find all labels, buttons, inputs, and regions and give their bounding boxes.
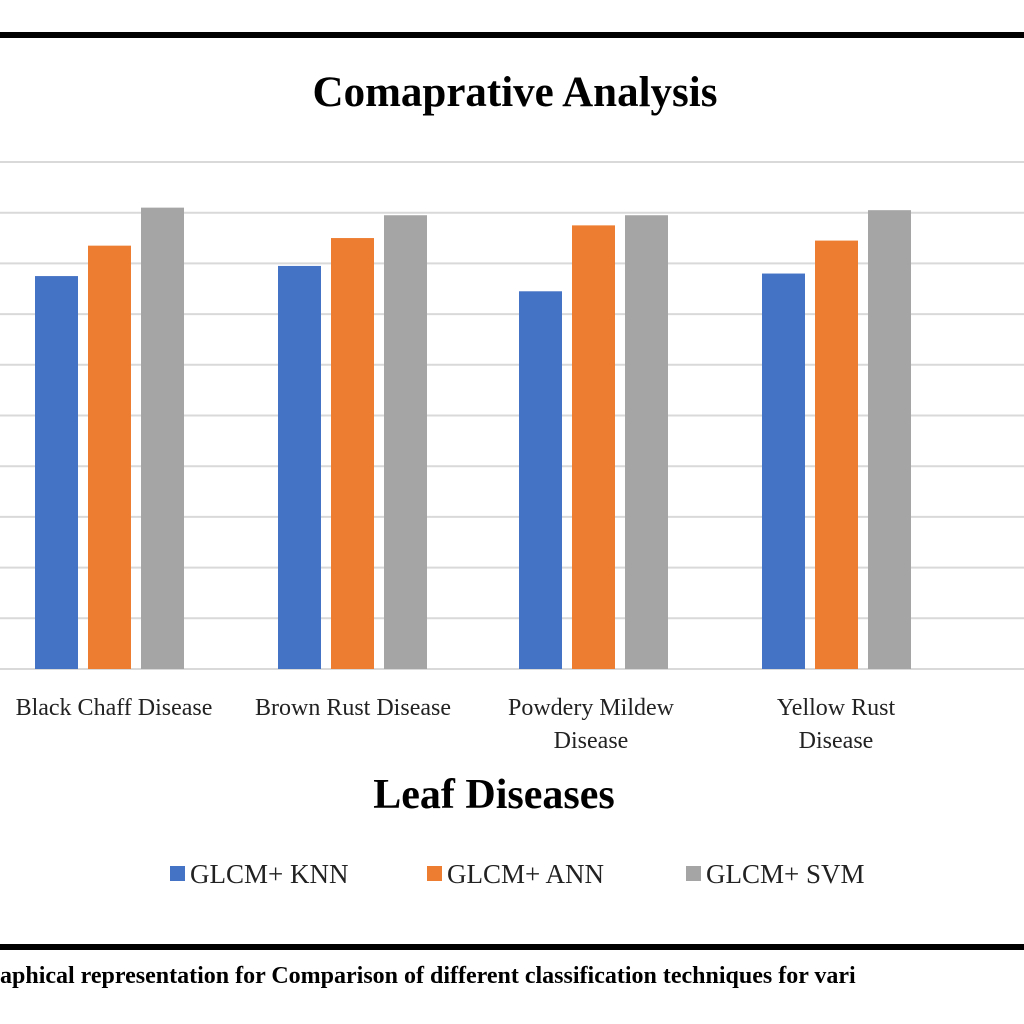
bar [141,207,184,669]
x-tick-label: Brown Rust Disease [255,695,451,721]
legend-label: GLCM+ KNN [190,859,348,889]
x-axis-label: Leaf Diseases [373,772,614,818]
top-rule [0,32,1024,38]
bar [868,210,911,670]
bars [35,207,911,670]
figure-caption: aphical representation for Comparison of… [0,963,856,989]
bar [815,240,858,669]
bar [278,265,321,669]
x-tick-labels: Black Chaff Disease Brown Rust Disease Pow… [16,695,896,754]
bar [762,273,805,669]
x-tick-label: Powdery Mildew Disease [508,695,675,754]
bar [519,291,562,669]
legend-swatch [427,866,442,881]
bar [331,238,374,670]
x-tick-label: Black Chaff Disease [16,695,213,721]
bar [572,225,615,669]
bar [88,245,131,669]
x-tick-label: Yellow Rust Disease [777,695,896,754]
legend-label: GLCM+ ANN [447,859,604,889]
bar [384,215,427,670]
chart-title: Comaprative Analysis [313,69,718,116]
bar [35,276,78,669]
legend-label: GLCM+ SVM [706,859,865,889]
legend-swatch [686,866,701,881]
bottom-rule [0,944,1024,950]
legend-swatch [170,866,185,881]
bar [625,215,668,670]
legend: GLCM+ KNN GLCM+ ANN GLCM+ SVM [170,859,865,889]
